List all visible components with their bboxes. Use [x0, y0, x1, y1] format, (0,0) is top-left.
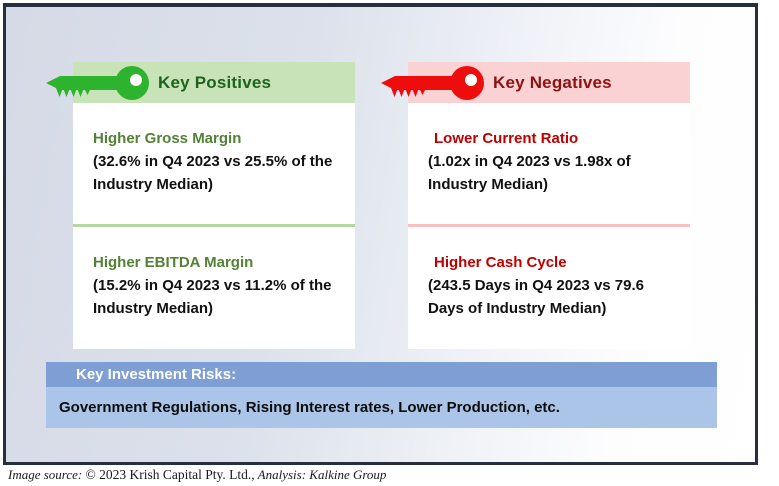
- negative-item-detail: (243.5 Days in Q4 2023 vs 79.6 Days of I…: [428, 277, 644, 317]
- analysis-credit: Analysis: Kalkine Group: [254, 467, 387, 482]
- risks-header-label: Key Investment Risks:: [76, 366, 237, 383]
- infographic-frame: Key Positives Higher Gross Margin (32.6%…: [3, 3, 758, 465]
- risks-body-text: Government Regulations, Rising Interest …: [59, 399, 560, 416]
- positive-item-detail: (32.6% in Q4 2023 vs 25.5% of the Indust…: [93, 153, 333, 193]
- positive-item-detail: (15.2% in Q4 2023 vs 11.2% of the Indust…: [93, 277, 332, 317]
- key-investment-risks-section: Key Investment Risks: Government Regulat…: [46, 362, 717, 428]
- negative-item-current-ratio: Lower Current Ratio (1.02x in Q4 2023 vs…: [408, 103, 690, 224]
- key-negatives-header: Key Negatives: [408, 62, 690, 103]
- negative-item-title: Lower Current Ratio: [434, 130, 579, 147]
- negative-item-cash-cycle: Higher Cash Cycle (243.5 Days in Q4 2023…: [408, 227, 690, 349]
- copyright-text: © 2023 Krish Capital Pty. Ltd.,: [85, 467, 255, 482]
- positives-divider: [73, 224, 355, 227]
- risks-body-bar: Government Regulations, Rising Interest …: [46, 387, 717, 428]
- key-negatives-card: Lower Current Ratio (1.02x in Q4 2023 vs…: [408, 103, 690, 349]
- positive-item-ebitda-margin: Higher EBITDA Margin (15.2% in Q4 2023 v…: [73, 227, 355, 349]
- positive-item-title: Higher EBITDA Margin: [93, 254, 254, 271]
- image-source-credit: Image source: © 2023 Krish Capital Pty. …: [8, 467, 386, 483]
- risks-header-bar: Key Investment Risks:: [46, 362, 717, 387]
- positive-item-title: Higher Gross Margin: [93, 130, 242, 147]
- green-key-icon: [46, 66, 149, 100]
- key-negatives-label: Key Negatives: [493, 72, 612, 92]
- image-source-label: Image source:: [8, 467, 86, 482]
- negative-item-detail: (1.02x in Q4 2023 vs 1.98x of Industry M…: [428, 153, 631, 193]
- red-key-icon: [381, 66, 484, 100]
- key-positives-label: Key Positives: [158, 72, 272, 92]
- negatives-divider: [408, 224, 690, 227]
- key-positives-card: Higher Gross Margin (32.6% in Q4 2023 vs…: [73, 103, 355, 349]
- positive-item-gross-margin: Higher Gross Margin (32.6% in Q4 2023 vs…: [73, 103, 355, 224]
- negative-item-title: Higher Cash Cycle: [434, 254, 567, 271]
